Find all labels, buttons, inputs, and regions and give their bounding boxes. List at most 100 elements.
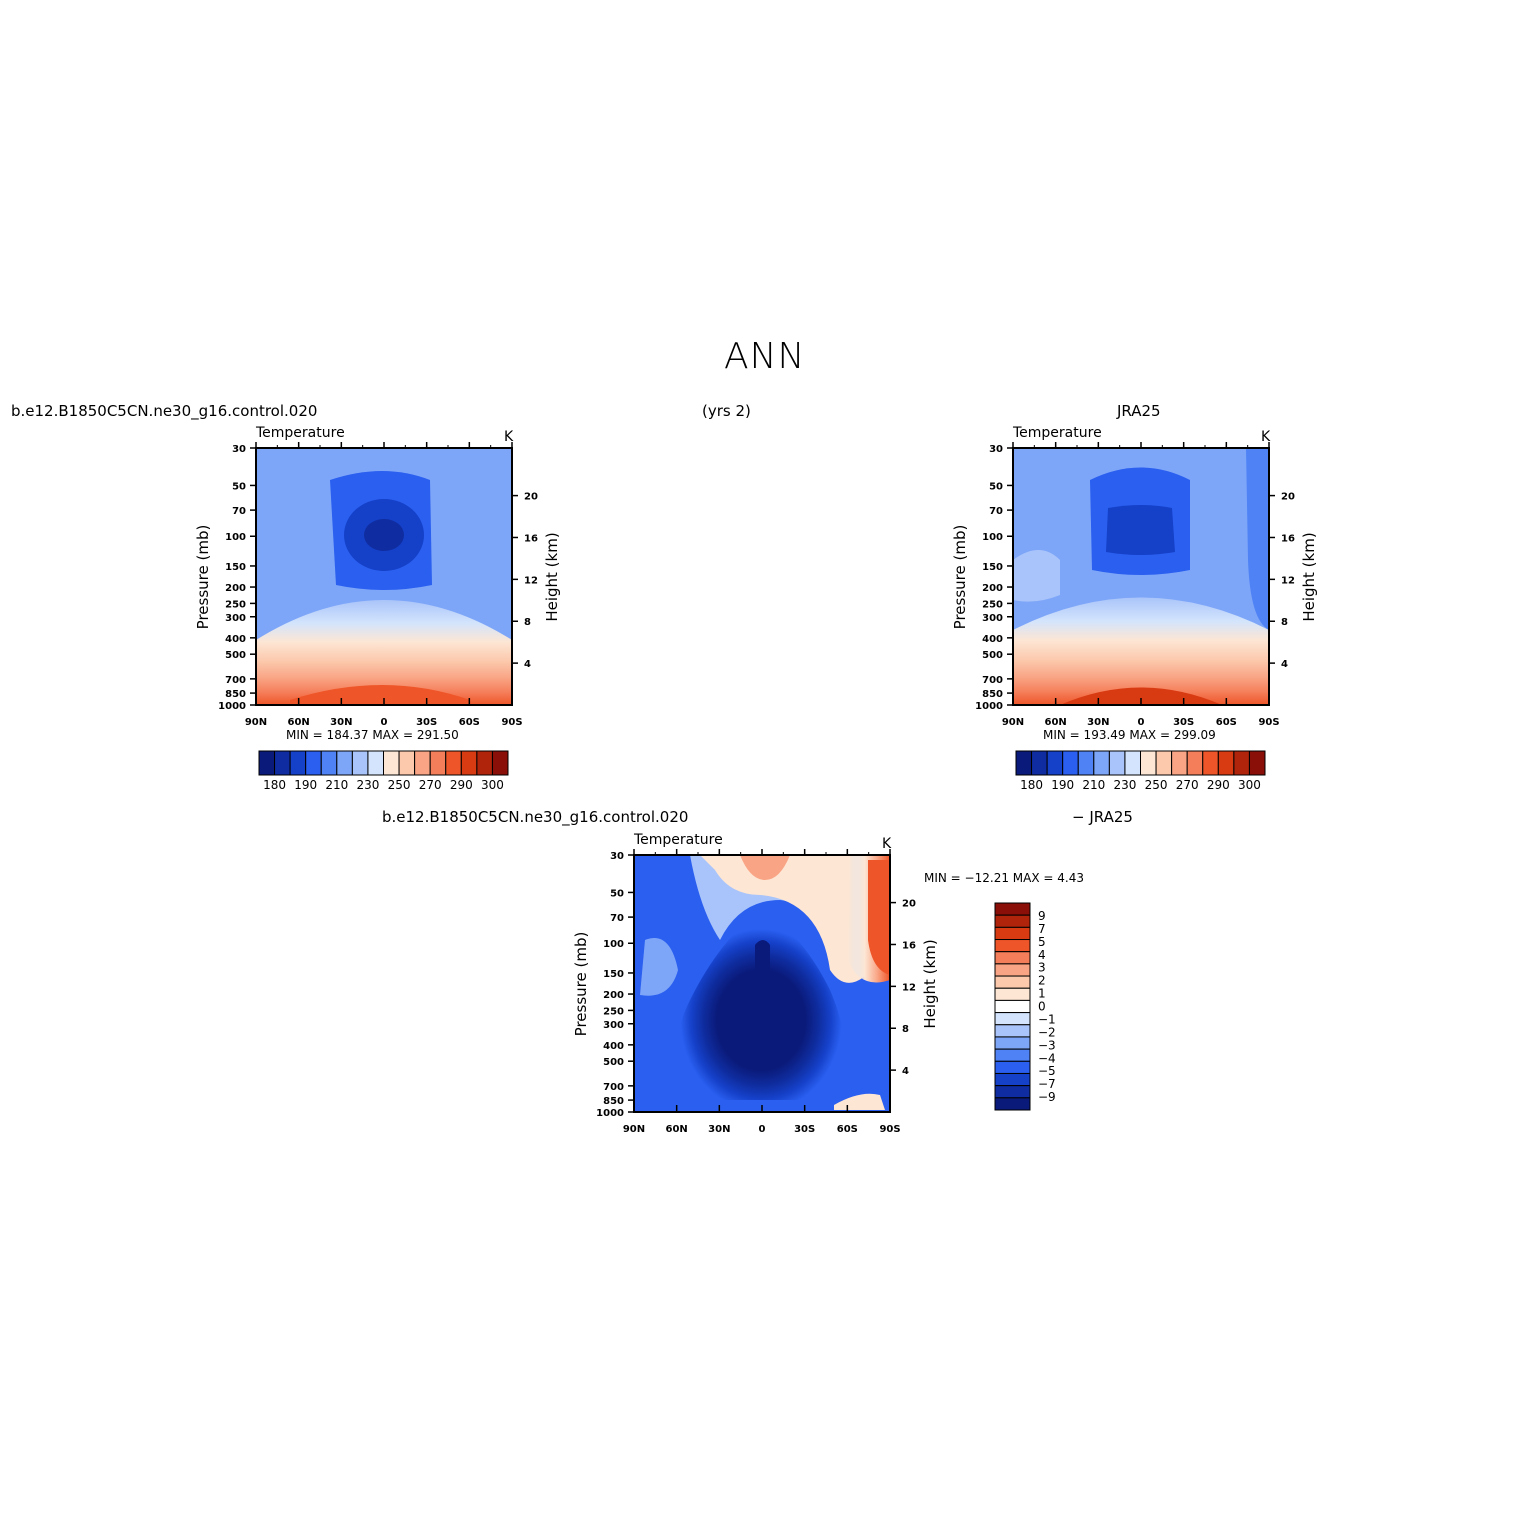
colorbar-box — [994, 1085, 1031, 1099]
colorbar-box — [994, 1060, 1031, 1074]
colorbar-label: 9 — [1038, 909, 1046, 923]
colorbar-box — [1077, 750, 1095, 776]
colorbar-box — [994, 926, 1031, 941]
y-tick-label: 100 — [982, 532, 1003, 543]
y-tick-label: 70 — [989, 506, 1003, 517]
model-x-ticks: 90N 60N 30N 0 30S 60S 90S — [245, 442, 523, 728]
y-tick-label: 850 — [982, 689, 1003, 700]
colorbar-label: 300 — [481, 778, 504, 792]
right-tick-label: 4 — [1281, 659, 1288, 670]
x-tick-label: 90S — [1258, 717, 1279, 728]
y-tick-label: 1000 — [218, 701, 246, 712]
years-label: (yrs 2) — [702, 402, 751, 420]
obs-right-ticks: 20 16 12 8 4 — [1269, 492, 1295, 670]
colorbar-box — [994, 902, 1031, 916]
colorbar-box — [274, 750, 291, 776]
colorbar-box — [1108, 750, 1126, 776]
colorbar-box — [414, 750, 431, 776]
obs-right-axis-label: Height (km) — [1300, 532, 1318, 621]
colorbar-box — [994, 999, 1031, 1014]
model-colorbar: 180 190 210 230 250 270 290 300 — [258, 750, 509, 792]
colorbar-box — [398, 750, 416, 776]
colorbar-box — [994, 1012, 1031, 1026]
right-tick-label: 4 — [902, 1066, 909, 1077]
y-tick-label: 400 — [982, 634, 1003, 645]
colorbar-label: 290 — [1207, 778, 1230, 792]
colorbar-box — [460, 750, 478, 776]
right-tick-label: 16 — [524, 533, 538, 544]
y-tick-label: 700 — [982, 675, 1003, 686]
diff-upper-warm-core — [740, 855, 790, 880]
colorbar-box — [1124, 750, 1141, 776]
colorbar-box — [258, 750, 276, 776]
diff-cold-core — [677, 910, 845, 1100]
diff-left-light-patch — [640, 938, 678, 996]
y-tick-label: 500 — [225, 650, 246, 661]
x-tick-label: 90S — [501, 717, 522, 728]
obs-name-label: JRA25 — [1117, 402, 1161, 420]
colorbar-label: 270 — [419, 778, 442, 792]
colorbar-box — [1171, 750, 1188, 776]
right-tick-label: 20 — [1281, 492, 1295, 503]
y-tick-label: 300 — [603, 1020, 624, 1031]
right-tick-label: 16 — [902, 940, 916, 951]
x-tick-label: 60N — [666, 1124, 688, 1135]
right-tick-label: 4 — [524, 659, 531, 670]
x-tick-label: 90N — [1002, 717, 1024, 728]
right-tick-label: 12 — [524, 575, 538, 586]
colorbar-box — [445, 750, 462, 776]
diff-upper-warm-region — [700, 855, 880, 983]
colorbar-label: −5 — [1038, 1064, 1056, 1078]
y-tick-label: 400 — [603, 1041, 624, 1052]
y-tick-label: 850 — [225, 689, 246, 700]
y-tick-label: 70 — [232, 506, 246, 517]
y-tick-label: 700 — [225, 675, 246, 686]
x-tick-label: 90N — [245, 717, 267, 728]
model-right-axis-label: Height (km) — [543, 532, 561, 621]
y-tick-label: 250 — [603, 1006, 624, 1017]
diff-panel: Temperature K 30507010015020025030040050… — [572, 832, 1084, 1135]
colorbar-label: 190 — [1051, 778, 1074, 792]
colorbar-box — [320, 750, 338, 776]
colorbar-box — [367, 750, 384, 776]
colorbar-box — [429, 750, 447, 776]
obs-subtropical-patch — [1013, 550, 1060, 602]
diff-cold-plume — [755, 940, 770, 990]
colorbar-label: 250 — [388, 778, 411, 792]
model-panel: Temperature K 30507010015020025030040050… — [194, 425, 561, 792]
colorbar-box — [1062, 750, 1079, 776]
obs-colorbar: 180 190 210 230 250 270 290 300 — [1015, 750, 1266, 792]
y-tick-label: 30 — [610, 851, 624, 862]
colorbar-label: 230 — [356, 778, 379, 792]
y-tick-label: 70 — [610, 913, 624, 924]
colorbar-box — [1202, 750, 1219, 776]
obs-cold-core-inner — [1106, 505, 1175, 555]
x-tick-label: 30S — [794, 1124, 815, 1135]
colorbar-label: 180 — [263, 778, 286, 792]
colorbar-box — [994, 1036, 1031, 1050]
y-tick-label: 50 — [232, 481, 246, 492]
page-title: ANN — [724, 336, 806, 377]
y-tick-label: 500 — [982, 650, 1003, 661]
diff-obs-name-label: − JRA25 — [1072, 808, 1133, 826]
colorbar-box — [1217, 750, 1235, 776]
colorbar-label: −4 — [1038, 1051, 1056, 1065]
obs-panel: Temperature K 30507010015020025030040050… — [951, 425, 1318, 792]
case-name-label: b.e12.B1850C5CN.ne30_g16.control.020 — [11, 402, 318, 420]
colorbar-box — [1155, 750, 1173, 776]
y-tick-label: 50 — [610, 888, 624, 899]
colorbar-box — [994, 975, 1031, 989]
x-tick-label: 60S — [459, 717, 480, 728]
x-tick-label: 0 — [381, 717, 388, 728]
colorbar-label: −1 — [1038, 1012, 1056, 1026]
y-tick-label: 500 — [603, 1057, 624, 1068]
diff-case-name-label: b.e12.B1850C5CN.ne30_g16.control.020 — [382, 808, 689, 826]
x-tick-label: 0 — [1138, 717, 1145, 728]
colorbar-box — [336, 750, 353, 776]
colorbar-box — [1031, 750, 1048, 776]
colorbar-label: 210 — [1082, 778, 1105, 792]
model-variable-label: Temperature — [255, 425, 345, 441]
colorbar-box — [1140, 750, 1157, 776]
model-warm-core — [290, 685, 470, 705]
